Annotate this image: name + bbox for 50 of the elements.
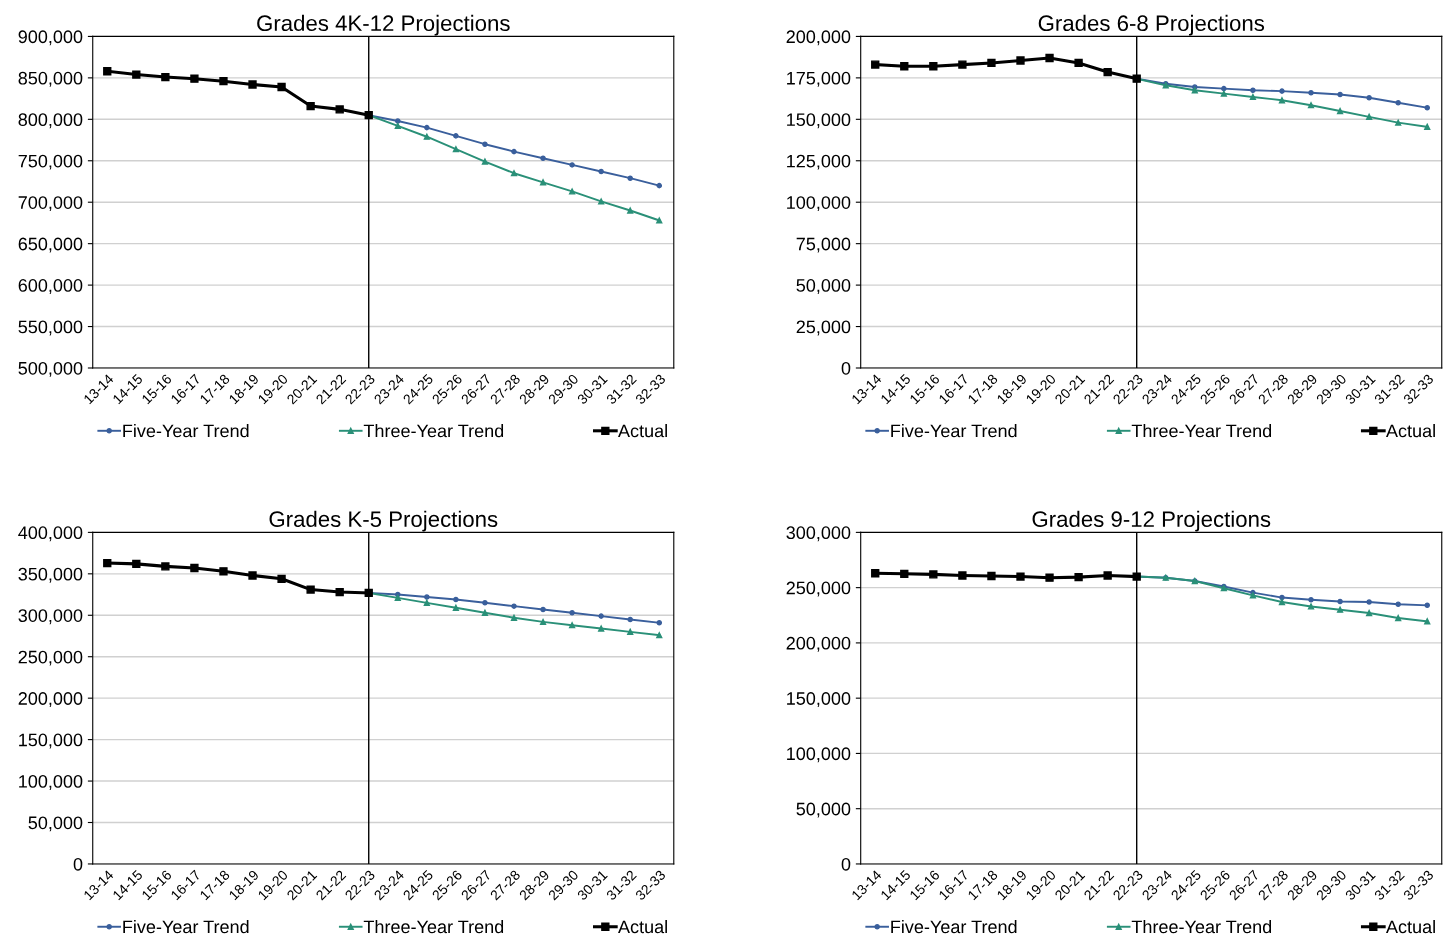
y-tick-label: 150,000 <box>19 733 83 749</box>
y-tick-label: 250,000 <box>786 581 851 597</box>
y-tick-label: 400,000 <box>18 526 83 542</box>
y-tick-label: 250,000 <box>18 650 83 666</box>
y-tick-label: 50,000 <box>796 279 851 294</box>
chart-title: Grades K-5 Projections <box>269 510 498 532</box>
y-tick-label: 600,000 <box>18 279 83 294</box>
chart-title: Grades 9-12 Projections <box>1032 510 1271 532</box>
legend-label: Three-Year Trend <box>363 424 504 438</box>
y-tick-label: 650,000 <box>18 237 83 253</box>
y-tick-label: 200,000 <box>18 692 83 708</box>
y-tick-label: 900,000 <box>18 30 83 46</box>
y-tick-label: 150,000 <box>787 692 851 708</box>
legend-label: Five-Year Trend <box>891 424 1017 438</box>
legend-label: Three-Year Trend <box>363 919 504 934</box>
chart-title: Grades 4K-12 Projections <box>257 14 510 36</box>
y-tick-label: 0 <box>841 857 851 871</box>
legend-label: Actual <box>618 919 667 934</box>
y-tick-label: 25,000 <box>796 320 851 336</box>
chart-title: Grades 6-8 Projections <box>1038 14 1265 36</box>
y-tick-label: 50,000 <box>28 816 83 832</box>
y-tick-label: 125,000 <box>787 154 851 170</box>
legend-label: Actual <box>1385 424 1435 438</box>
legend-label: Actual <box>1385 919 1435 934</box>
y-tick-label: 75,000 <box>796 237 851 253</box>
legend-label: Five-Year Trend <box>123 919 249 934</box>
y-tick-label: 0 <box>73 857 83 871</box>
y-tick-label: 800,000 <box>18 113 83 129</box>
legend-label: Three-Year Trend <box>1131 424 1272 438</box>
y-tick-label: 300,000 <box>18 609 83 625</box>
y-tick-label: 50,000 <box>796 802 851 818</box>
y-tick-label: 750,000 <box>18 154 83 170</box>
y-tick-label: 200,000 <box>786 30 851 46</box>
y-tick-label: 100,000 <box>787 196 851 212</box>
y-tick-label: 500,000 <box>18 361 83 377</box>
y-tick-label: 300,000 <box>786 526 851 542</box>
y-tick-label: 0 <box>841 361 851 375</box>
y-tick-label: 550,000 <box>18 320 83 336</box>
y-tick-label: 200,000 <box>786 636 851 652</box>
y-tick-label: 350,000 <box>18 567 83 583</box>
y-tick-label: 100,000 <box>19 774 83 790</box>
legend-label: Five-Year Trend <box>891 919 1017 934</box>
y-tick-label: 850,000 <box>18 71 83 87</box>
legend-label: Actual <box>618 424 667 438</box>
y-tick-label: 100,000 <box>787 747 851 763</box>
y-tick-label: 150,000 <box>787 113 851 129</box>
legend-label: Three-Year Trend <box>1131 919 1272 934</box>
y-tick-label: 175,000 <box>787 71 851 87</box>
legend-label: Five-Year Trend <box>123 424 249 438</box>
y-tick-label: 700,000 <box>18 196 83 212</box>
